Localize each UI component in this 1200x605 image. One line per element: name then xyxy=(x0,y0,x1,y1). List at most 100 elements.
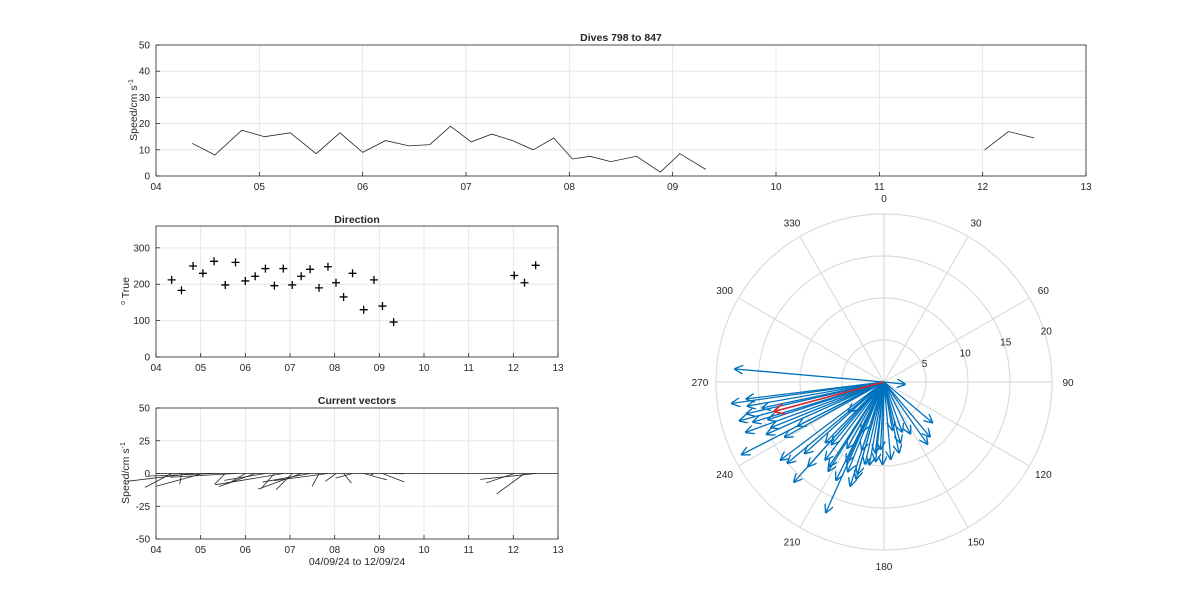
direction-point xyxy=(231,258,240,267)
x-tick-label: 13 xyxy=(552,363,564,374)
polar-arrow xyxy=(883,381,910,434)
current-vector xyxy=(273,473,329,482)
current-vector xyxy=(311,473,320,487)
x-tick-label: 10 xyxy=(418,363,430,374)
direction-point xyxy=(306,265,315,274)
x-tick-label: 11 xyxy=(463,363,474,374)
current-vector xyxy=(144,473,172,488)
direction-point xyxy=(241,276,250,285)
direction-chart-title: Direction xyxy=(334,214,380,226)
direction-point xyxy=(251,272,260,281)
polar-arrow xyxy=(883,381,927,444)
polar-radius-label: 20 xyxy=(1041,327,1053,338)
current-vector xyxy=(224,473,266,481)
polar-spoke xyxy=(738,297,885,383)
direction-point xyxy=(378,302,387,311)
polar-angle-label: 210 xyxy=(784,537,801,548)
polar-arrow xyxy=(883,382,905,384)
x-tick-label: 09 xyxy=(374,363,386,374)
direction-point xyxy=(261,264,270,273)
y-tick-label: 0 xyxy=(144,353,150,364)
polar-arrow xyxy=(771,381,885,428)
polar-arrow xyxy=(883,381,930,437)
polar-arrow xyxy=(883,381,892,430)
x-tick-label: 05 xyxy=(195,545,207,556)
polar-arrow xyxy=(883,381,884,464)
polar-arrow xyxy=(883,381,932,422)
direction-point xyxy=(339,292,348,301)
direction-point xyxy=(288,280,297,289)
x-tick-label: 08 xyxy=(329,545,341,556)
current-vector xyxy=(335,473,353,479)
speed-chart-ylabel: Speed/cm s-1 xyxy=(128,79,140,141)
x-tick-label: 07 xyxy=(284,363,296,374)
x-tick-label: 04 xyxy=(150,363,162,374)
polar-arrow xyxy=(826,381,885,442)
polar-angle-label: 0 xyxy=(881,194,887,205)
direction-point xyxy=(270,281,279,290)
y-tick-label: 0 xyxy=(144,172,150,183)
y-tick-label: 20 xyxy=(139,119,151,130)
direction-point xyxy=(315,283,324,292)
vectors-chart-title: Current vectors xyxy=(318,395,396,407)
x-tick-label: 08 xyxy=(329,363,341,374)
speed-chart-title: Dives 798 to 847 xyxy=(580,32,662,44)
direction-point xyxy=(279,264,288,273)
y-tick-label: -50 xyxy=(136,535,151,546)
current-vector xyxy=(325,473,337,482)
polar-arrow xyxy=(875,381,885,453)
direction-point xyxy=(221,280,230,289)
vectors-chart-ylabel: Speed/cm s-1 xyxy=(120,442,132,504)
current-vector xyxy=(262,473,311,483)
polar-spoke xyxy=(883,381,969,528)
direction-point xyxy=(189,262,198,271)
direction-point xyxy=(369,275,378,284)
polar-angle-label: 330 xyxy=(784,219,801,230)
x-tick-label: 10 xyxy=(770,182,782,193)
polar-angle-label: 90 xyxy=(1062,378,1074,389)
y-tick-label: 100 xyxy=(133,316,150,327)
polar-arrow xyxy=(883,381,891,459)
polar-radius-label: 15 xyxy=(1000,337,1012,348)
polar-arrow xyxy=(829,381,885,467)
polar-radius-label: 10 xyxy=(960,348,972,359)
y-tick-label: 40 xyxy=(139,67,151,78)
polar-arrow xyxy=(735,369,885,383)
current-vector xyxy=(480,473,536,480)
direction-chart-ylabel: o True xyxy=(120,277,132,305)
x-tick-label: 06 xyxy=(240,545,252,556)
polar-angle-label: 240 xyxy=(716,470,733,481)
current-vector xyxy=(214,473,226,485)
y-tick-label: 50 xyxy=(139,404,151,415)
x-tick-label: 08 xyxy=(564,182,576,193)
x-tick-label: 09 xyxy=(667,182,679,193)
speed-chart: 04 05 06 07 08 09 10 11 12 13 0 10 20 30 40 50 Dives 79… xyxy=(128,32,1092,193)
polar-arrow xyxy=(785,381,885,437)
direction-chart: 04 05 06 07 08 09 10 11 12 13 0 100 200 300 Direction… xyxy=(120,214,564,374)
y-tick-label: 10 xyxy=(139,145,151,156)
x-tick-label: 05 xyxy=(254,182,266,193)
current-vector xyxy=(218,473,256,488)
direction-point xyxy=(297,272,306,281)
current-vector xyxy=(170,473,236,478)
direction-point xyxy=(332,278,341,287)
y-tick-label: -25 xyxy=(136,502,151,513)
x-tick-label: 11 xyxy=(874,182,885,193)
x-tick-label: 13 xyxy=(552,545,564,556)
polar-arrow xyxy=(832,381,885,444)
direction-point xyxy=(531,261,540,270)
polar-angle-label: 300 xyxy=(716,286,733,297)
current-vector xyxy=(496,473,525,495)
direction-point xyxy=(359,305,368,314)
x-tick-label: 11 xyxy=(463,545,474,556)
current-vector xyxy=(257,473,302,490)
polar-arrow xyxy=(825,381,885,460)
polar-chart: 0 30 60 90 120 150 180 210 240 270 300 330 5 10 15 20 xyxy=(692,194,1074,573)
polar-arrow xyxy=(883,381,902,432)
y-tick-label: 30 xyxy=(139,93,151,104)
polar-spoke xyxy=(883,297,1030,383)
y-tick-label: 50 xyxy=(139,41,151,52)
direction-point xyxy=(348,269,357,278)
x-tick-label: 12 xyxy=(508,363,520,374)
